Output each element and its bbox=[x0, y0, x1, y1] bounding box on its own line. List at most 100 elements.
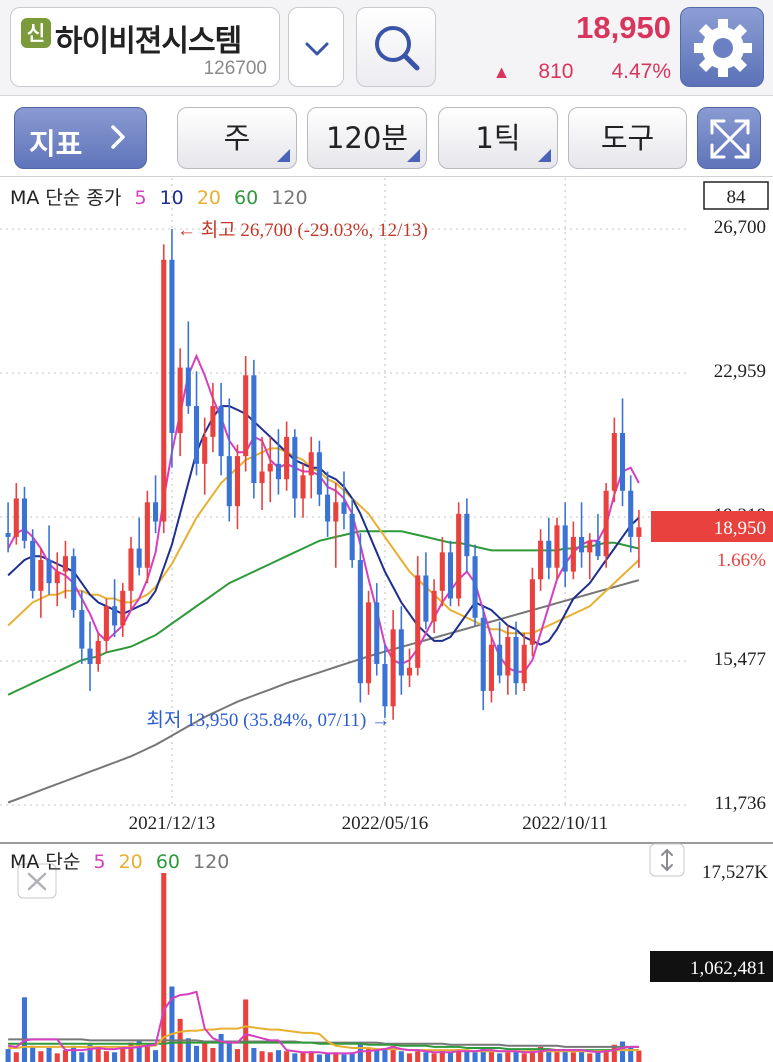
volume-bar bbox=[603, 1050, 609, 1062]
candle-body bbox=[169, 259, 175, 434]
volume-current-box bbox=[650, 951, 773, 982]
vol-legend-ma5: 5 bbox=[93, 851, 106, 873]
candle-body bbox=[529, 579, 535, 645]
volume-bar bbox=[71, 1045, 77, 1062]
candle-body bbox=[251, 375, 257, 484]
volume-bar bbox=[480, 1047, 486, 1062]
candle-body bbox=[144, 502, 150, 568]
candle-body bbox=[177, 367, 183, 434]
vol-legend-ma120: 120 bbox=[193, 851, 230, 873]
volume-bar bbox=[636, 1050, 642, 1062]
candle-body bbox=[390, 629, 396, 707]
stock-dropdown-button[interactable] bbox=[288, 7, 344, 87]
price-ma-legend[interactable]: MA 단순 종가 5 10 20 60 120 bbox=[10, 183, 315, 210]
candle-body bbox=[579, 536, 585, 553]
volume-ma20-line bbox=[8, 1025, 639, 1053]
search-button[interactable] bbox=[356, 7, 436, 87]
candle-body bbox=[366, 602, 372, 684]
volume-bar bbox=[112, 1052, 118, 1062]
legend-ma10: 10 bbox=[159, 187, 184, 209]
interval-button[interactable]: 120분 bbox=[307, 107, 427, 169]
candle-body bbox=[87, 648, 93, 664]
price-legend-title: MA 단순 종가 bbox=[10, 187, 122, 209]
current-price-box bbox=[651, 511, 773, 542]
candle-body bbox=[628, 490, 634, 537]
candle-body bbox=[30, 540, 36, 591]
close-panel-button[interactable] bbox=[17, 863, 57, 899]
settings-button[interactable] bbox=[680, 7, 764, 87]
fullscreen-button[interactable] bbox=[697, 107, 761, 169]
candle-body bbox=[538, 540, 544, 580]
volume-bar bbox=[128, 1042, 134, 1062]
candle-body bbox=[46, 560, 52, 584]
tick-button[interactable]: 1틱 bbox=[438, 107, 558, 169]
chevron-down-icon bbox=[305, 42, 329, 56]
resize-vertical-icon bbox=[661, 848, 673, 872]
candle-body bbox=[316, 452, 322, 495]
volume-ma-legend[interactable]: MA 단순 5 20 60 120 bbox=[10, 847, 236, 874]
candle-body bbox=[71, 556, 77, 611]
volume-bar bbox=[415, 1051, 421, 1062]
candle-body bbox=[218, 406, 224, 457]
indicator-button[interactable]: 지표 bbox=[14, 107, 147, 169]
ma60-line bbox=[7, 530, 640, 696]
candle-body bbox=[202, 436, 208, 464]
candle-body bbox=[161, 259, 167, 522]
candle-body bbox=[62, 556, 68, 572]
volume-bar bbox=[95, 1049, 101, 1062]
volume-bar bbox=[497, 1053, 503, 1062]
volume-ma120-line bbox=[8, 1038, 639, 1048]
volume-bar bbox=[292, 1053, 298, 1062]
volume-bars bbox=[5, 873, 642, 1062]
date-x-axis: 2021/12/13 2022/05/16 2022/10/11 bbox=[129, 813, 608, 834]
volume-bar bbox=[243, 999, 249, 1062]
candle-body bbox=[374, 602, 380, 664]
stock-selector[interactable]: 신 하이비젼시스템 126700 bbox=[10, 7, 280, 87]
period-week-button[interactable]: 주 bbox=[177, 107, 297, 169]
candle-body bbox=[603, 490, 609, 557]
volume-bar bbox=[136, 1040, 142, 1062]
volume-bar bbox=[341, 1054, 347, 1062]
candle-body bbox=[447, 552, 454, 599]
volume-bar bbox=[382, 1047, 388, 1062]
volume-bar bbox=[218, 1033, 224, 1062]
candle-body bbox=[325, 494, 331, 522]
volume-bar bbox=[275, 1050, 281, 1062]
candle-body bbox=[521, 644, 527, 684]
tools-button[interactable]: 도구 bbox=[568, 107, 687, 169]
volume-bar bbox=[398, 1051, 404, 1062]
legend-ma60: 60 bbox=[234, 187, 259, 209]
chart-toolbar: 지표 주 120분 1틱 도구 bbox=[0, 97, 773, 177]
candle-body bbox=[153, 502, 159, 522]
volume-max-label: 17,527K bbox=[702, 862, 768, 883]
vol-legend-ma20: 20 bbox=[118, 851, 143, 873]
volume-bar bbox=[267, 1052, 273, 1062]
volume-bar bbox=[259, 1051, 265, 1062]
volume-bar bbox=[316, 1054, 322, 1062]
volume-bar bbox=[431, 1053, 437, 1062]
volume-bar bbox=[13, 1052, 19, 1062]
volume-bar bbox=[120, 1046, 126, 1062]
stock-header: 신 하이비젼시스템 126700 18,950 ▲ 810 4.47% bbox=[0, 0, 773, 96]
volume-bar bbox=[538, 1046, 544, 1062]
volume-bar bbox=[144, 1044, 150, 1062]
volume-bar bbox=[308, 1051, 314, 1062]
search-icon bbox=[375, 26, 420, 71]
volume-bar bbox=[5, 1049, 11, 1062]
stock-name: 하이비젼시스템 bbox=[55, 24, 242, 59]
y-tick-label: 26,700 bbox=[714, 217, 766, 238]
candle-body bbox=[103, 606, 109, 641]
resize-panel-button[interactable] bbox=[649, 843, 685, 877]
candle-body bbox=[185, 367, 191, 407]
y-tick-label: 22,959 bbox=[714, 361, 766, 382]
volume-bar bbox=[439, 1050, 445, 1062]
candle-body bbox=[38, 560, 44, 591]
candle-body bbox=[300, 475, 306, 499]
volume-bar bbox=[628, 1047, 634, 1062]
candle-body bbox=[112, 606, 118, 626]
candle-body bbox=[464, 513, 470, 557]
volume-bar bbox=[488, 1050, 494, 1062]
stock-chart[interactable]: ← 최고 26,700 (-29.03%, 12/13) 최저 13,950 (… bbox=[0, 178, 773, 1062]
volume-bar bbox=[521, 1053, 527, 1062]
candle-body bbox=[259, 471, 265, 484]
